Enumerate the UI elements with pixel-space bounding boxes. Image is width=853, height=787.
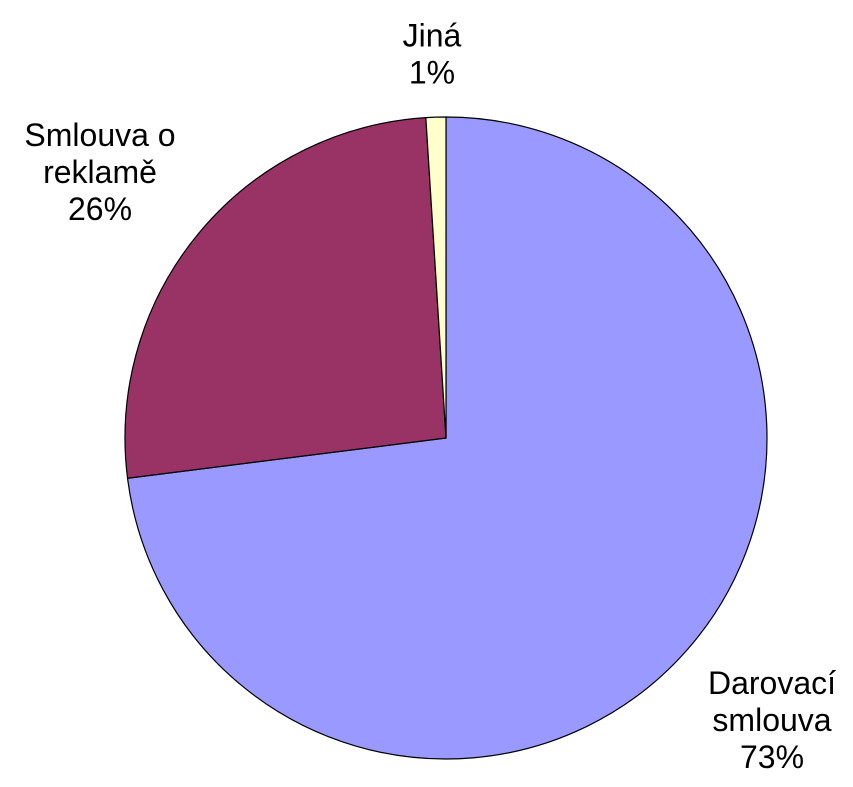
slice-label-line: 26% bbox=[68, 191, 132, 227]
slice-label-line: Jiná bbox=[403, 18, 462, 54]
slice-label-3: Jiná 1% bbox=[403, 18, 462, 91]
slice-label-line: Darovací bbox=[708, 665, 836, 701]
slice-label-2: Smlouva o reklamě 26% bbox=[24, 117, 175, 227]
pie-labels: Darovací smlouva 73% Smlouva o reklamě 26% Jin… bbox=[24, 18, 836, 776]
slice-label-line: smlouva bbox=[712, 702, 831, 738]
pie-slice-1 bbox=[126, 116, 768, 760]
pie-slice-3 bbox=[425, 116, 447, 439]
slice-label-line: 73% bbox=[740, 739, 804, 775]
pie-slice-2 bbox=[124, 117, 447, 479]
slice-label-line: reklamě bbox=[43, 154, 157, 190]
slice-label-line: 1% bbox=[409, 55, 455, 91]
pie-slices bbox=[124, 116, 768, 760]
slice-label-line: Smlouva o bbox=[24, 117, 175, 153]
slice-label-1: Darovací smlouva 73% bbox=[708, 665, 836, 775]
